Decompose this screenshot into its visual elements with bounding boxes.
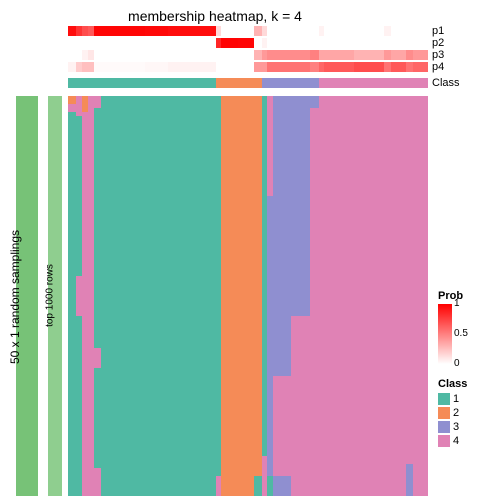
annotation-strip-p1: [68, 26, 428, 36]
legend-class-title: Class: [438, 378, 467, 390]
legend-class-items: 1234: [438, 392, 467, 448]
legend-prob: Prob 00.51: [438, 290, 463, 364]
row-label-class: Class: [432, 77, 460, 89]
legend-class: Class 1234: [438, 378, 467, 448]
annotation-strip-p2: [68, 38, 428, 48]
annotation-strip-class: [68, 78, 428, 88]
ylabel-inner: top 1000 rows: [45, 236, 56, 356]
row-label-p1: p1: [432, 25, 444, 37]
annotation-strip-p3: [68, 50, 428, 60]
row-label-p4: p4: [432, 61, 444, 73]
row-label-p2: p2: [432, 37, 444, 49]
heatmap-body: [68, 96, 428, 496]
ylabel-outer: 50 x 1 random samplings: [8, 217, 22, 377]
annotation-strip-p4: [68, 62, 428, 72]
row-label-p3: p3: [432, 49, 444, 61]
chart-title: membership heatmap, k = 4: [0, 8, 430, 24]
legend-prob-gradient: 00.51: [438, 304, 452, 364]
